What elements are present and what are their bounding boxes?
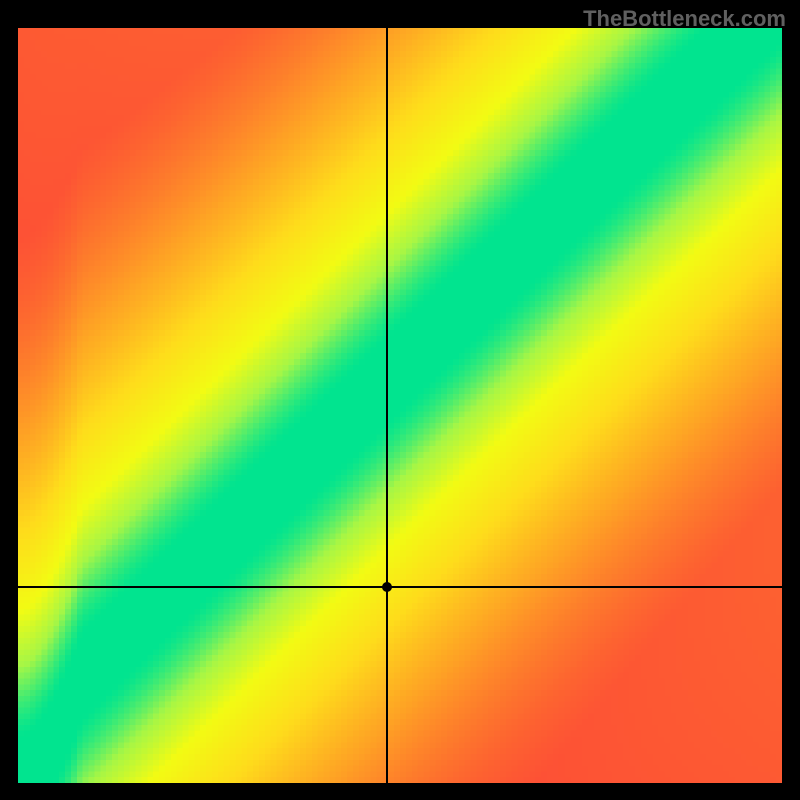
heatmap-canvas	[18, 28, 782, 783]
crosshair-dot	[382, 582, 392, 592]
chart-container: TheBottleneck.com	[0, 0, 800, 800]
crosshair-horizontal	[18, 586, 782, 588]
watermark-text: TheBottleneck.com	[583, 6, 786, 32]
crosshair-vertical	[386, 28, 388, 783]
plot-area	[18, 28, 782, 783]
